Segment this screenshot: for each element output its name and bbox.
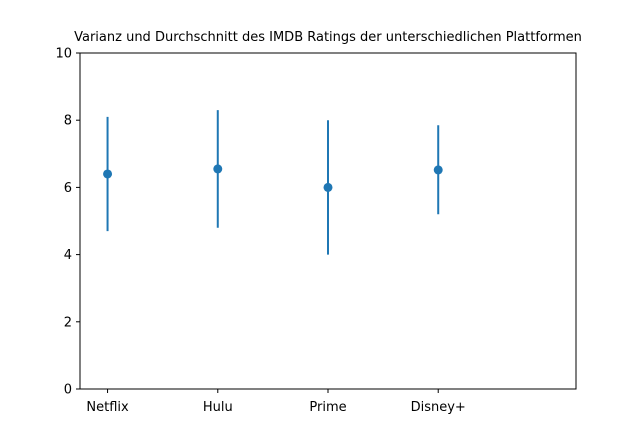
x-axis: Netflix Hulu Prime Disney+	[86, 389, 466, 415]
chart-title: Varianz und Durchschnitt des IMDB Rating…	[74, 30, 582, 45]
y-axis: 0 2 4 6 8 10	[55, 47, 80, 398]
x-tick-label: Prime	[309, 400, 346, 415]
y-tick-label: 8	[64, 114, 72, 129]
data-marks	[103, 110, 443, 255]
y-tick-label: 10	[55, 47, 72, 62]
mean-point	[213, 164, 223, 174]
y-tick-label: 0	[64, 383, 72, 398]
y-tick-label: 2	[64, 315, 72, 330]
mean-point	[323, 182, 333, 192]
y-tick-label: 4	[64, 248, 72, 263]
y-tick-label: 6	[64, 181, 72, 196]
x-tick-label: Netflix	[86, 400, 129, 415]
x-tick-label: Hulu	[203, 400, 233, 415]
mean-point	[433, 165, 443, 175]
mean-point	[103, 169, 113, 179]
x-tick-label: Disney+	[411, 400, 466, 415]
